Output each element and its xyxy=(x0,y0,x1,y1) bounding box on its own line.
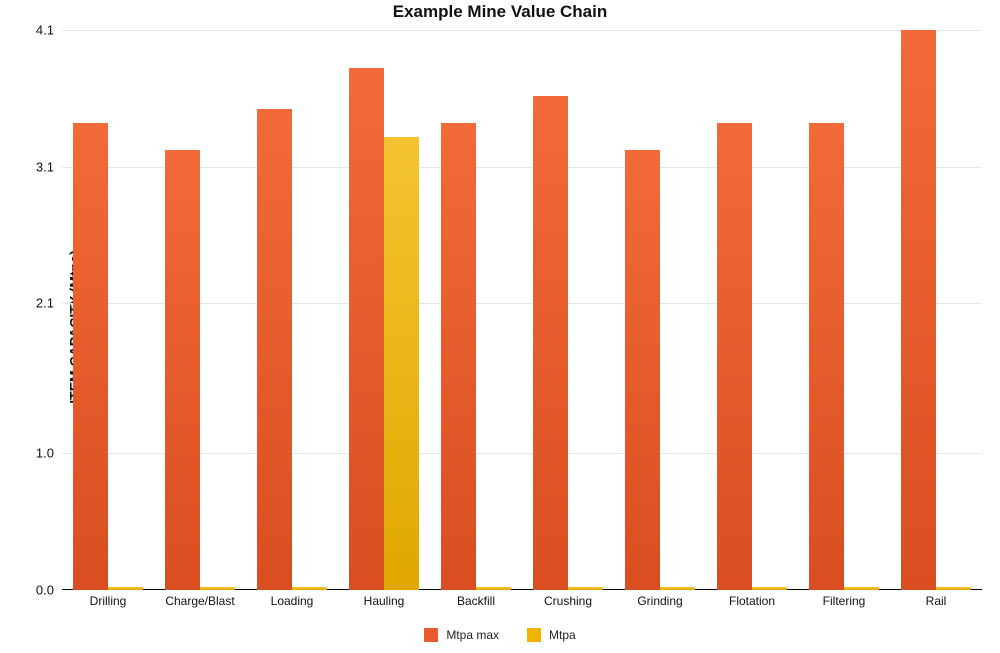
bar-mtpa xyxy=(660,587,695,590)
gridline xyxy=(62,303,982,304)
legend-label: Mtpa max xyxy=(446,628,499,642)
legend-label: Mtpa xyxy=(549,628,576,642)
y-tick-label: 2.1 xyxy=(36,296,62,311)
bar-mtpa xyxy=(292,587,327,590)
gridline xyxy=(62,167,982,168)
bar-mtpa xyxy=(568,587,603,590)
bar-mtpa-max xyxy=(349,68,384,590)
bar-mtpa xyxy=(936,587,971,590)
bar-mtpa xyxy=(200,587,235,590)
legend-item: Mtpa max xyxy=(424,628,499,642)
plot-area: DrillingCharge/BlastLoadingHaulingBackfi… xyxy=(62,30,982,590)
bar-mtpa xyxy=(476,587,511,590)
y-tick-label: 1.0 xyxy=(36,446,62,461)
y-tick-label: 0.0 xyxy=(36,583,62,598)
gridline xyxy=(62,453,982,454)
x-tick-label: Hauling xyxy=(364,594,405,608)
bar-mtpa-max xyxy=(809,123,844,590)
chart-container: Example Mine Value Chain ITEM CAPACITY (… xyxy=(0,0,1000,653)
bar-mtpa-max xyxy=(533,96,568,590)
x-tick-label: Flotation xyxy=(729,594,775,608)
x-tick-label: Crushing xyxy=(544,594,592,608)
x-tick-label: Charge/Blast xyxy=(165,594,234,608)
legend-swatch xyxy=(424,628,438,642)
legend: Mtpa max Mtpa xyxy=(0,628,1000,642)
x-tick-label: Loading xyxy=(271,594,314,608)
x-tick-label: Backfill xyxy=(457,594,495,608)
bar-mtpa xyxy=(108,587,143,590)
x-tick-label: Filtering xyxy=(823,594,866,608)
bar-mtpa xyxy=(384,137,419,590)
y-tick-label: 4.1 xyxy=(36,23,62,38)
x-tick-label: Drilling xyxy=(90,594,127,608)
legend-swatch xyxy=(527,628,541,642)
gridline xyxy=(62,30,982,31)
bar-mtpa-max xyxy=(165,150,200,590)
x-tick-label: Rail xyxy=(926,594,947,608)
bar-mtpa-max xyxy=(717,123,752,590)
bar-mtpa-max xyxy=(257,109,292,590)
bar-mtpa-max xyxy=(625,150,660,590)
bar-mtpa-max xyxy=(441,123,476,590)
bar-mtpa xyxy=(752,587,787,590)
bar-mtpa-max xyxy=(73,123,108,590)
y-tick-label: 3.1 xyxy=(36,159,62,174)
legend-item: Mtpa xyxy=(527,628,576,642)
bar-mtpa-max xyxy=(901,30,936,590)
x-tick-label: Grinding xyxy=(637,594,682,608)
x-axis-labels: Drilling Charge/Blast Loading Hauling Backfi… xyxy=(62,590,982,614)
chart-title: Example Mine Value Chain xyxy=(0,2,1000,22)
bar-mtpa xyxy=(844,587,879,590)
